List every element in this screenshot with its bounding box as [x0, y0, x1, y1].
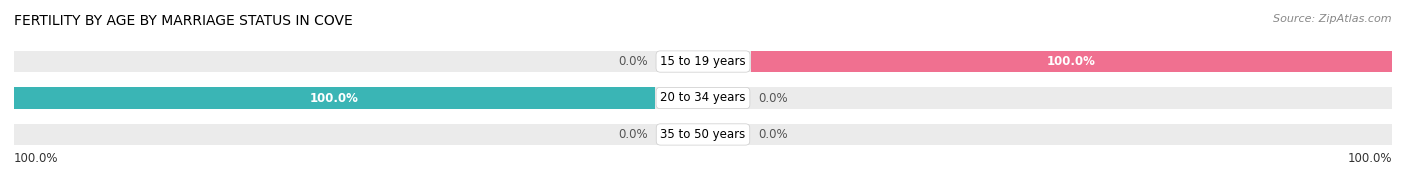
Bar: [751, 51, 1392, 72]
Text: 100.0%: 100.0%: [1347, 152, 1392, 165]
Bar: [14, 87, 655, 109]
Text: 15 to 19 years: 15 to 19 years: [661, 55, 745, 68]
Text: 100.0%: 100.0%: [309, 92, 359, 104]
Bar: [14, 87, 1392, 109]
Text: 100.0%: 100.0%: [14, 152, 59, 165]
Text: 0.0%: 0.0%: [758, 128, 787, 141]
Text: 35 to 50 years: 35 to 50 years: [661, 128, 745, 141]
Text: Source: ZipAtlas.com: Source: ZipAtlas.com: [1274, 14, 1392, 24]
Text: 0.0%: 0.0%: [758, 92, 787, 104]
Text: 0.0%: 0.0%: [619, 55, 648, 68]
Bar: [14, 124, 1392, 145]
Text: 0.0%: 0.0%: [619, 128, 648, 141]
Text: 100.0%: 100.0%: [1047, 55, 1097, 68]
Text: FERTILITY BY AGE BY MARRIAGE STATUS IN COVE: FERTILITY BY AGE BY MARRIAGE STATUS IN C…: [14, 14, 353, 28]
Text: 20 to 34 years: 20 to 34 years: [661, 92, 745, 104]
Bar: [14, 51, 1392, 72]
